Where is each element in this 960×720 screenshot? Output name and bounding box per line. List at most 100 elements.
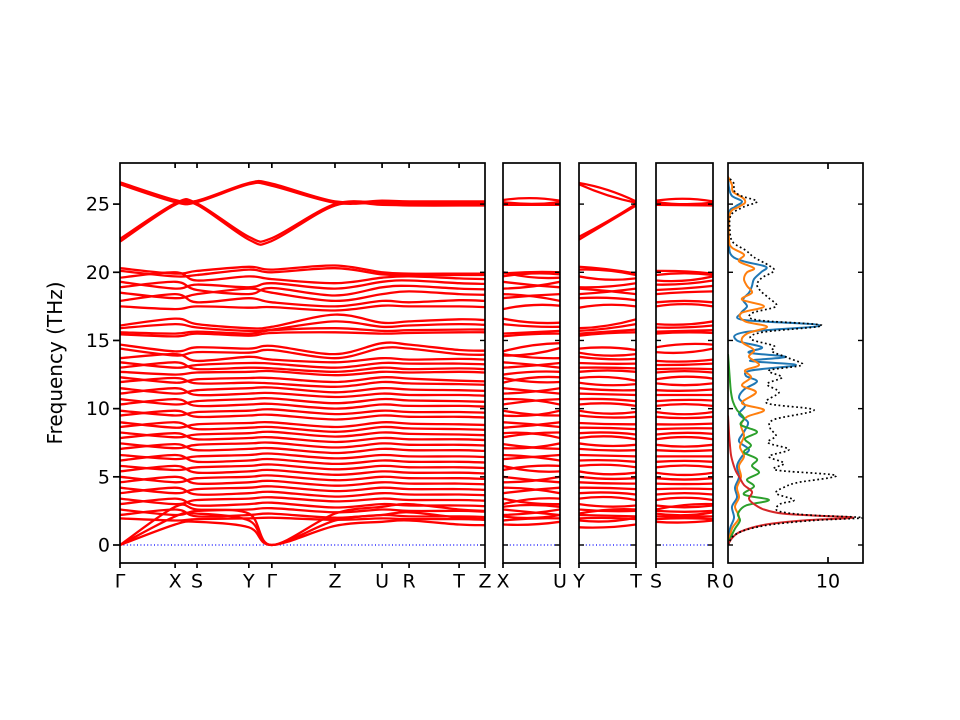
k-point-label: Z [478,571,491,593]
phonon-band [656,388,713,392]
pdos-4-curve [728,415,855,546]
phonon-band [503,361,560,369]
phonon-band [503,513,560,520]
phonon-band [656,375,713,381]
phonon-band [120,199,485,246]
phonon-band [579,366,636,370]
phonon-band [656,443,713,448]
phonon-band [503,486,560,495]
phonon-band [579,375,636,382]
phonon-band [579,318,636,330]
phonon-band [503,497,560,506]
k-point-label: S [191,571,203,593]
phonon-band [579,183,636,204]
phonon-band [503,352,560,360]
phonon-band [656,279,713,286]
phonon-band [503,332,560,338]
phonon-band [120,361,485,373]
phonon-band [579,447,636,452]
phonon-band [579,268,636,277]
phonon-band [120,432,485,444]
phonon-band [120,280,485,297]
phonon-band [120,409,485,421]
pdos-3-curve [728,354,771,546]
phonon-band [656,511,713,517]
phonon-band [656,197,713,203]
phonon-band [120,453,485,466]
phonon-band [120,361,485,369]
pdos-2-curve [728,176,769,546]
phonon-band [120,464,485,476]
phonon-band [120,341,485,356]
dos-x-tick-label: 0 [722,571,734,593]
phonon-band [656,504,713,509]
phonon-band [579,458,636,463]
phonon-band [579,387,636,392]
phonon-band [656,435,713,441]
phonon-band [656,362,713,367]
band-panel-frame [119,162,486,564]
dos-panel-frame [727,162,864,564]
phonon-band [579,331,636,337]
phonon-band [579,203,636,238]
phonon-band [579,508,636,513]
k-point-label: Γ [267,571,278,593]
phonon-band [503,376,560,384]
phonon-band [579,303,636,309]
phonon-band [656,509,713,513]
phonon-band [120,181,485,206]
phonon-band [579,369,636,373]
phonon-band [503,342,560,353]
phonon-band [120,279,485,290]
phonon-band [579,463,636,469]
phonon-band [579,351,636,357]
phonon-band [656,459,713,463]
phonon-band [579,426,636,431]
phonon-band [120,179,485,204]
phonon-band [579,328,636,335]
phonon-band [503,280,560,289]
phonon-band [656,299,713,304]
phonon-band [120,320,485,333]
phonon-band [579,481,636,485]
phonon-band [503,375,560,384]
y-tick-label: 10 [86,398,110,420]
phonon-band [579,282,636,289]
phonon-band [503,464,560,472]
phonon-band [656,347,713,355]
phonon-band [656,517,713,521]
phonon-band [503,329,560,335]
band-panel-frame [655,162,714,564]
y-tick-label: 20 [86,262,110,284]
phonon-band [579,402,636,408]
k-point-label: X [169,571,182,593]
phonon-band [503,370,560,376]
phonon-band [503,431,560,440]
k-point-label: Y [242,571,255,593]
phonon-band [503,442,560,451]
phonon-band [579,414,636,419]
phonon-band [656,329,713,333]
phonon-band [503,520,560,527]
k-point-label: S [650,571,662,593]
k-point-label: Z [328,571,341,593]
phonon-band [120,304,485,312]
phonon-band [503,421,560,429]
phonon-band [120,264,485,275]
phonon-band [656,477,713,481]
phonon-band [579,181,636,203]
k-point-label: X [496,571,509,593]
phonon-band [503,503,560,508]
phonon-band [120,327,485,335]
phonon-band [656,431,713,436]
phonon-band [656,427,713,431]
phonon-band [120,397,485,410]
phonon-band [579,502,636,508]
phonon-band [656,398,713,403]
phonon-band [656,320,713,326]
phonon-band [120,292,485,308]
phonon-band [503,280,560,290]
phonon-band [120,486,485,498]
phonon-band [503,361,560,369]
phonon-band [120,352,485,364]
